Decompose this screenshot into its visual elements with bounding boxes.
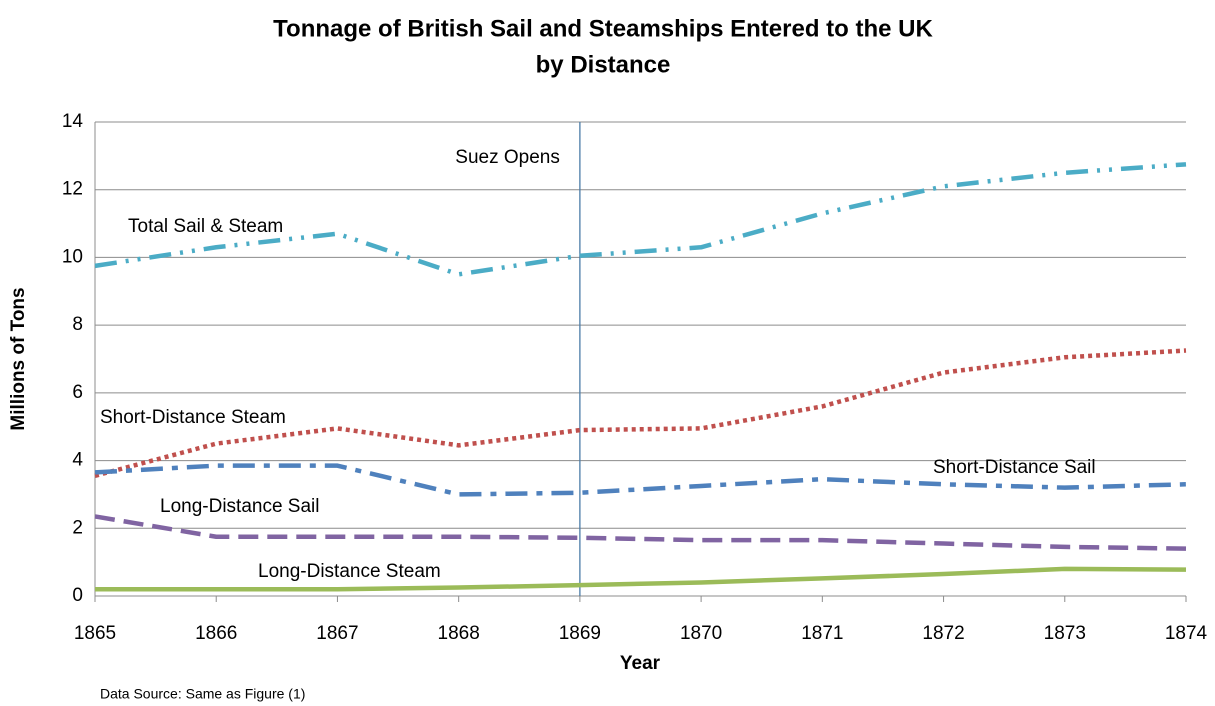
y-tick-label: 2 — [72, 517, 83, 538]
series-line — [94, 514, 1187, 551]
y-tick-label: 10 — [62, 246, 83, 267]
x-tick-label: 1872 — [922, 623, 964, 644]
x-tick-label: 1866 — [195, 623, 237, 644]
x-tick-label: 1865 — [74, 623, 116, 644]
y-tick-label: 0 — [72, 585, 83, 606]
series-label: Total Sail & Steam — [128, 216, 283, 237]
x-tick-label: 1868 — [438, 623, 480, 644]
series-line — [94, 162, 1187, 277]
x-tick-label: 1871 — [801, 623, 843, 644]
x-tick-label: 1874 — [1165, 623, 1208, 644]
x-tick-label: 1869 — [559, 623, 601, 644]
y-tick-label: 6 — [72, 382, 83, 403]
series-label: Short-Distance Sail — [933, 457, 1096, 478]
chart-title: by Distance — [536, 51, 671, 78]
y-tick-label: 4 — [72, 450, 83, 471]
series-label: Long-Distance Sail — [160, 496, 319, 517]
x-axis-title: Year — [620, 653, 661, 674]
series-line — [94, 348, 1187, 478]
y-tick-label: 8 — [72, 314, 83, 335]
x-tick-label: 1873 — [1044, 623, 1086, 644]
y-tick-label: 12 — [62, 179, 83, 200]
source-note: Data Source: Same as Figure (1) — [100, 686, 305, 702]
annotation-label: Suez Opens — [455, 147, 560, 168]
y-tick-label: 14 — [62, 111, 84, 132]
x-tick-label: 1867 — [316, 623, 358, 644]
series-label: Short-Distance Steam — [100, 407, 286, 428]
series-label: Long-Distance Steam — [258, 561, 441, 582]
chart-title: Tonnage of British Sail and Steamships E… — [273, 15, 933, 42]
series-line — [95, 566, 1187, 592]
x-tick-label: 1870 — [680, 623, 722, 644]
y-axis-title: Millions of Tons — [8, 287, 29, 430]
